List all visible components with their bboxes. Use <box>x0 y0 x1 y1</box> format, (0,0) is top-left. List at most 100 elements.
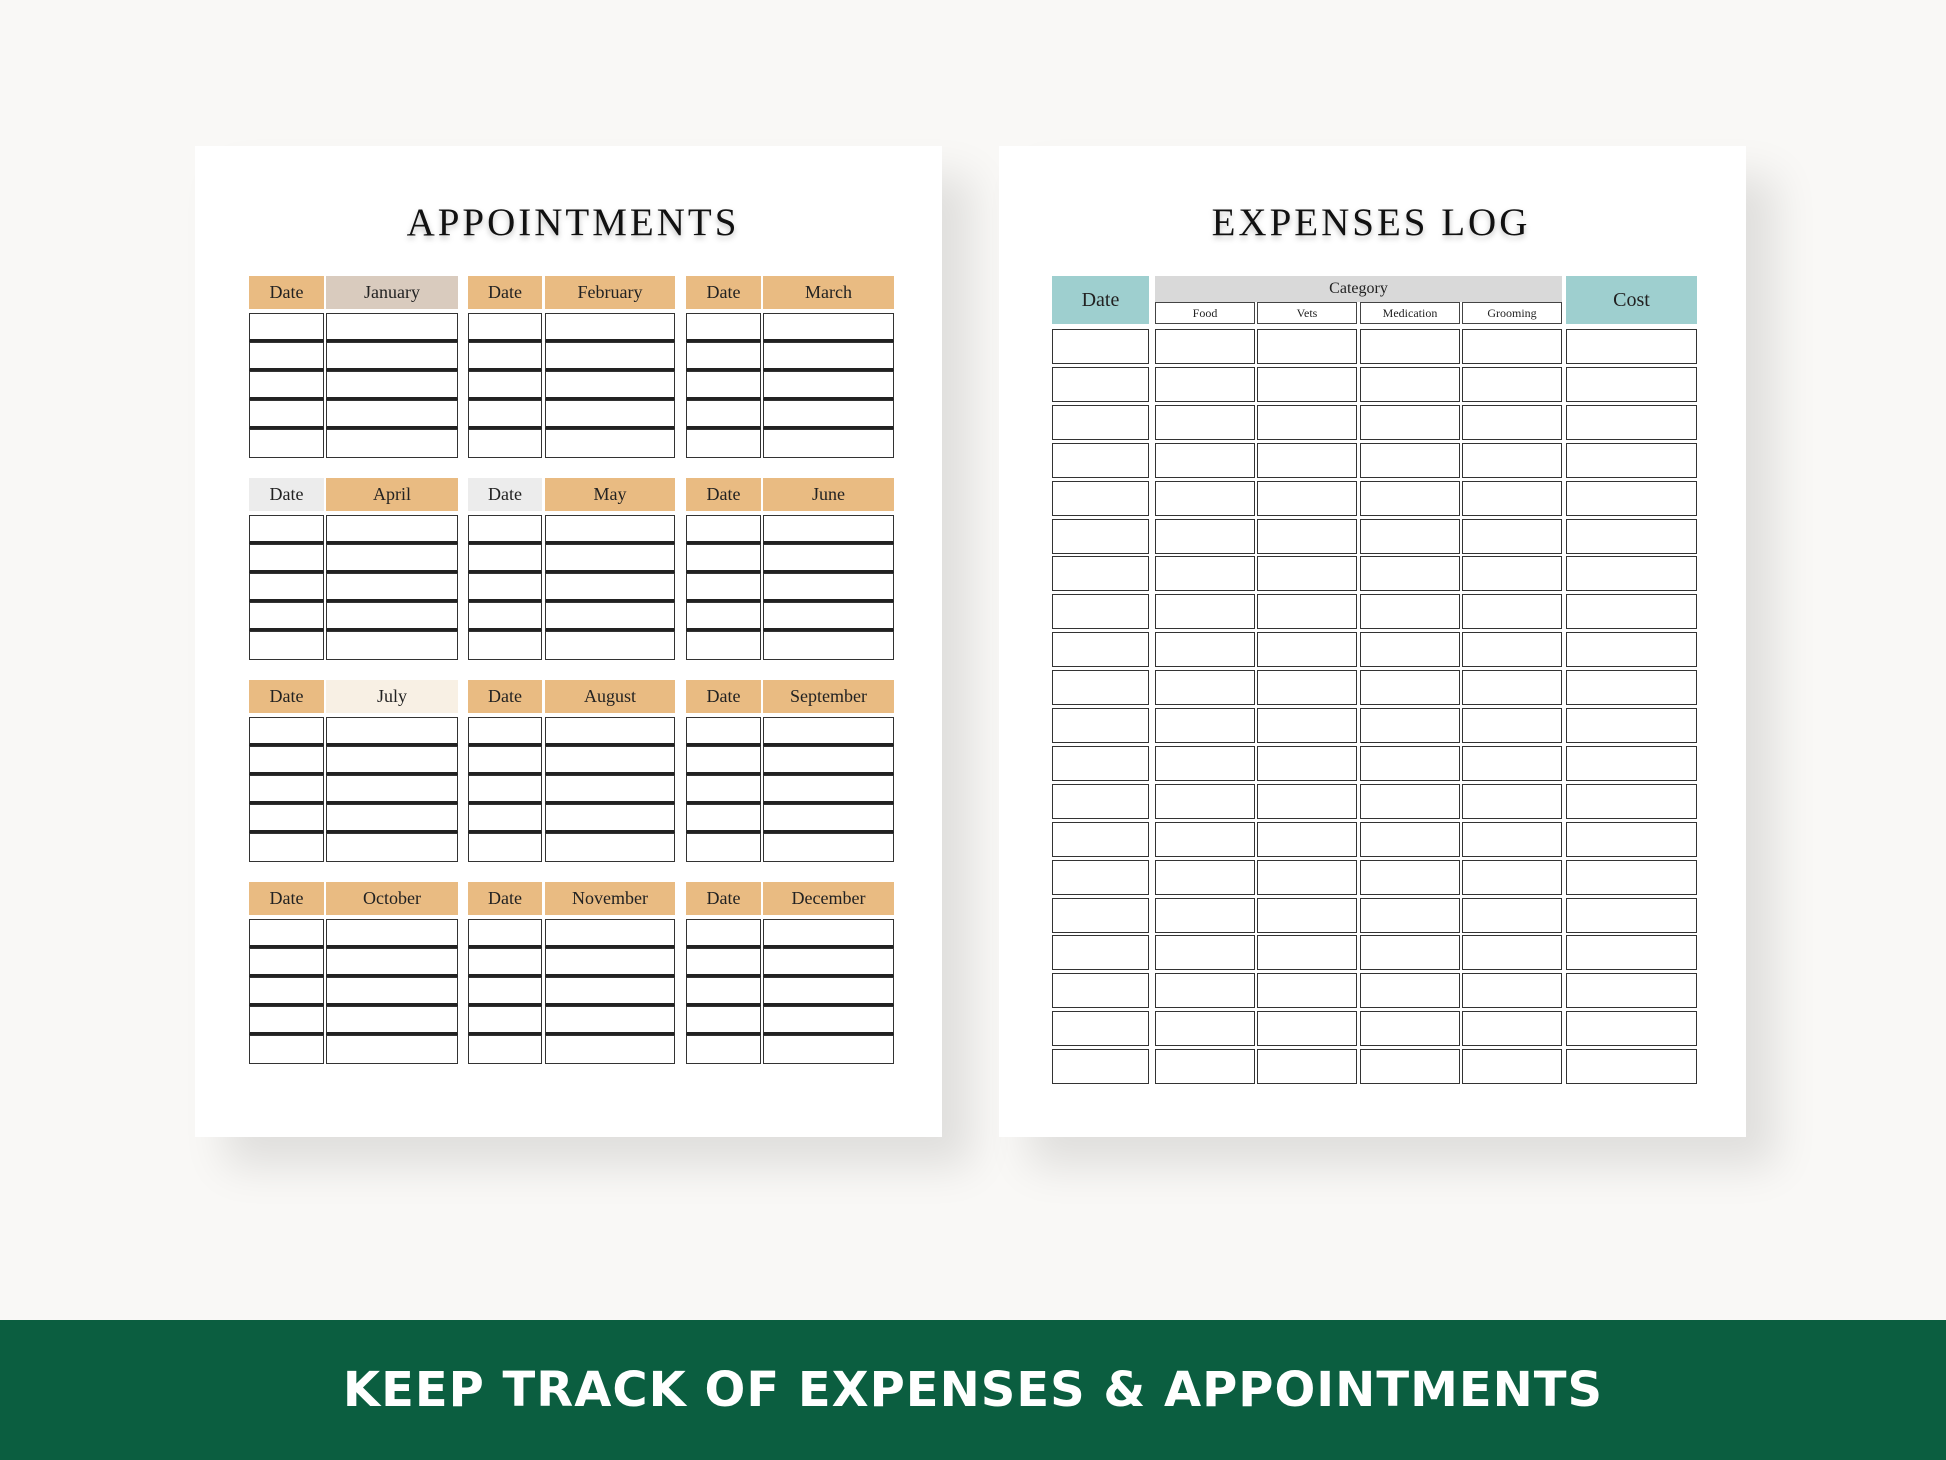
date-cell[interactable] <box>249 631 324 660</box>
expense-date-cell[interactable] <box>1052 329 1149 364</box>
appointment-cell[interactable] <box>326 919 458 948</box>
appointment-cell[interactable] <box>545 833 675 862</box>
expense-date-cell[interactable] <box>1052 632 1149 668</box>
expense-date-cell[interactable] <box>1052 783 1149 819</box>
expense-cost-cell[interactable] <box>1566 329 1697 364</box>
appointment-cell[interactable] <box>763 342 894 371</box>
date-cell[interactable] <box>686 948 761 977</box>
date-cell[interactable] <box>249 948 324 977</box>
expense-vets-cell[interactable] <box>1257 518 1357 554</box>
appointment-cell[interactable] <box>545 804 675 833</box>
expense-food-cell[interactable] <box>1155 973 1255 1009</box>
expense-medication-cell[interactable] <box>1360 670 1460 706</box>
expense-grooming-cell[interactable] <box>1462 1049 1562 1085</box>
date-cell[interactable] <box>686 977 761 1006</box>
appointment-cell[interactable] <box>326 977 458 1006</box>
date-cell[interactable] <box>686 1035 761 1064</box>
expense-cost-cell[interactable] <box>1566 897 1697 933</box>
expense-grooming-cell[interactable] <box>1462 897 1562 933</box>
appointment-cell[interactable] <box>545 948 675 977</box>
expense-cost-cell[interactable] <box>1566 670 1697 706</box>
appointment-cell[interactable] <box>326 948 458 977</box>
expense-food-cell[interactable] <box>1155 594 1255 630</box>
date-cell[interactable] <box>249 573 324 602</box>
appointment-cell[interactable] <box>326 515 458 544</box>
expense-date-cell[interactable] <box>1052 821 1149 857</box>
expense-food-cell[interactable] <box>1155 821 1255 857</box>
date-cell[interactable] <box>468 1006 542 1035</box>
expense-grooming-cell[interactable] <box>1462 329 1562 364</box>
appointment-cell[interactable] <box>545 400 675 429</box>
expense-grooming-cell[interactable] <box>1462 442 1562 478</box>
expense-cost-cell[interactable] <box>1566 973 1697 1009</box>
expense-medication-cell[interactable] <box>1360 366 1460 402</box>
date-cell[interactable] <box>686 631 761 660</box>
appointment-cell[interactable] <box>545 775 675 804</box>
expense-date-cell[interactable] <box>1052 670 1149 706</box>
appointment-cell[interactable] <box>545 342 675 371</box>
date-cell[interactable] <box>468 573 542 602</box>
expense-cost-cell[interactable] <box>1566 821 1697 857</box>
date-cell[interactable] <box>249 804 324 833</box>
expense-grooming-cell[interactable] <box>1462 745 1562 781</box>
expense-cost-cell[interactable] <box>1566 935 1697 971</box>
expense-medication-cell[interactable] <box>1360 480 1460 516</box>
date-cell[interactable] <box>686 342 761 371</box>
expense-cost-cell[interactable] <box>1566 783 1697 819</box>
expense-grooming-cell[interactable] <box>1462 404 1562 440</box>
expense-medication-cell[interactable] <box>1360 973 1460 1009</box>
expense-date-cell[interactable] <box>1052 480 1149 516</box>
appointment-cell[interactable] <box>326 717 458 746</box>
date-cell[interactable] <box>468 313 542 342</box>
expense-vets-cell[interactable] <box>1257 973 1357 1009</box>
appointment-cell[interactable] <box>545 717 675 746</box>
date-cell[interactable] <box>686 746 761 775</box>
appointment-cell[interactable] <box>545 429 675 458</box>
appointment-cell[interactable] <box>763 544 894 573</box>
date-cell[interactable] <box>249 544 324 573</box>
appointment-cell[interactable] <box>326 631 458 660</box>
expense-medication-cell[interactable] <box>1360 594 1460 630</box>
expense-medication-cell[interactable] <box>1360 442 1460 478</box>
date-cell[interactable] <box>249 1035 324 1064</box>
expense-cost-cell[interactable] <box>1566 442 1697 478</box>
expense-vets-cell[interactable] <box>1257 783 1357 819</box>
date-cell[interactable] <box>468 919 542 948</box>
expense-date-cell[interactable] <box>1052 366 1149 402</box>
expense-grooming-cell[interactable] <box>1462 973 1562 1009</box>
appointment-cell[interactable] <box>545 544 675 573</box>
expense-vets-cell[interactable] <box>1257 556 1357 592</box>
expense-grooming-cell[interactable] <box>1462 632 1562 668</box>
expense-medication-cell[interactable] <box>1360 404 1460 440</box>
expense-medication-cell[interactable] <box>1360 821 1460 857</box>
expense-medication-cell[interactable] <box>1360 897 1460 933</box>
expense-food-cell[interactable] <box>1155 783 1255 819</box>
expense-cost-cell[interactable] <box>1566 404 1697 440</box>
expense-vets-cell[interactable] <box>1257 670 1357 706</box>
expense-grooming-cell[interactable] <box>1462 366 1562 402</box>
expense-food-cell[interactable] <box>1155 480 1255 516</box>
expense-grooming-cell[interactable] <box>1462 518 1562 554</box>
date-cell[interactable] <box>249 313 324 342</box>
date-cell[interactable] <box>249 429 324 458</box>
appointment-cell[interactable] <box>545 977 675 1006</box>
date-cell[interactable] <box>468 515 542 544</box>
appointment-cell[interactable] <box>763 313 894 342</box>
expense-cost-cell[interactable] <box>1566 632 1697 668</box>
expense-medication-cell[interactable] <box>1360 1049 1460 1085</box>
appointment-cell[interactable] <box>326 1035 458 1064</box>
appointment-cell[interactable] <box>326 544 458 573</box>
appointment-cell[interactable] <box>545 371 675 400</box>
expense-grooming-cell[interactable] <box>1462 821 1562 857</box>
expense-medication-cell[interactable] <box>1360 518 1460 554</box>
date-cell[interactable] <box>249 342 324 371</box>
date-cell[interactable] <box>468 544 542 573</box>
date-cell[interactable] <box>468 429 542 458</box>
appointment-cell[interactable] <box>763 833 894 862</box>
expense-cost-cell[interactable] <box>1566 518 1697 554</box>
date-cell[interactable] <box>686 1006 761 1035</box>
expense-date-cell[interactable] <box>1052 708 1149 743</box>
appointment-cell[interactable] <box>326 573 458 602</box>
appointment-cell[interactable] <box>763 977 894 1006</box>
expense-medication-cell[interactable] <box>1360 1011 1460 1047</box>
